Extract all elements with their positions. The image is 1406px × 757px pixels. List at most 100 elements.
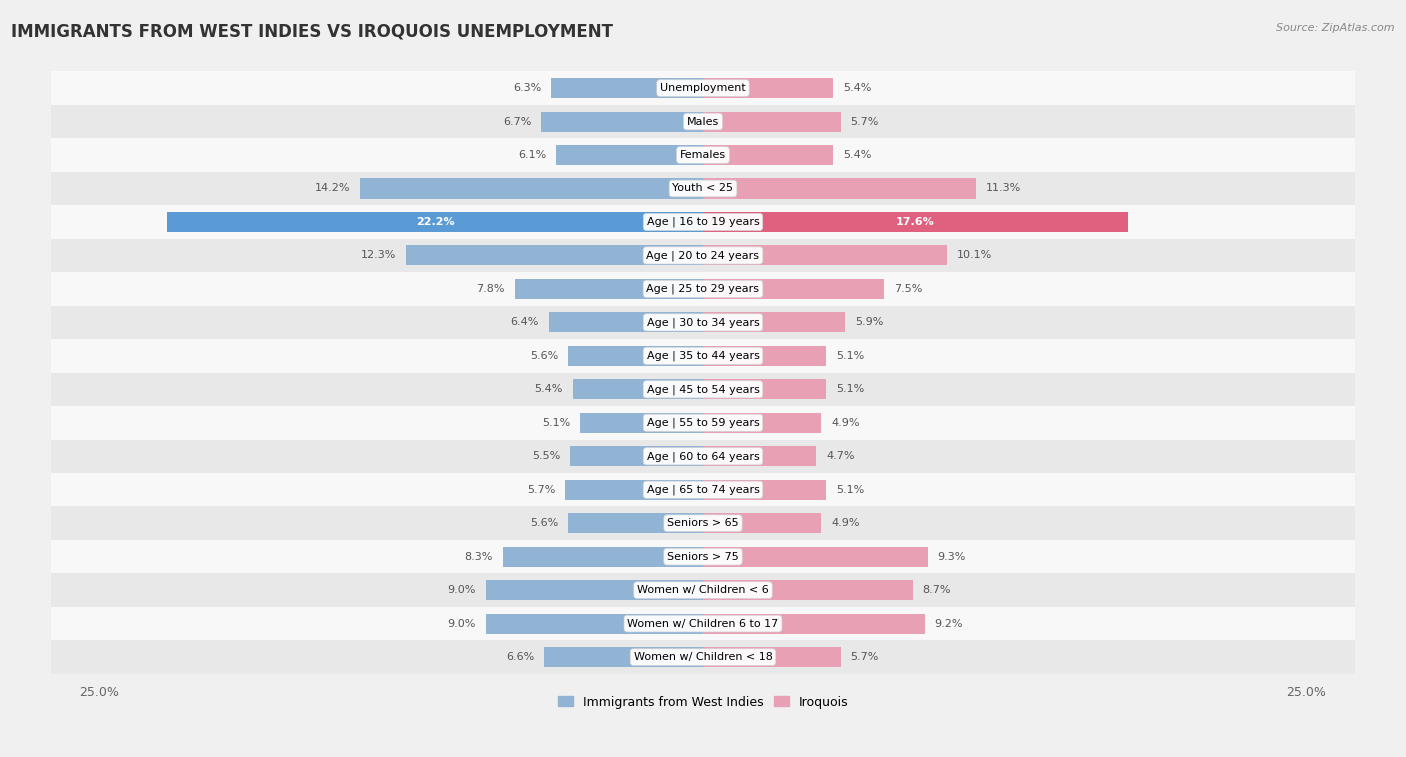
Bar: [51, 406, 1355, 440]
Bar: [51, 172, 1355, 205]
Legend: Immigrants from West Indies, Iroquois: Immigrants from West Indies, Iroquois: [553, 690, 853, 714]
Bar: [51, 372, 1355, 406]
Bar: [703, 647, 841, 667]
Bar: [555, 145, 703, 165]
Bar: [568, 513, 703, 533]
Bar: [703, 379, 827, 400]
Bar: [541, 111, 703, 132]
Bar: [703, 313, 845, 332]
Text: Age | 30 to 34 years: Age | 30 to 34 years: [647, 317, 759, 328]
Text: Source: ZipAtlas.com: Source: ZipAtlas.com: [1277, 23, 1395, 33]
Bar: [571, 446, 703, 466]
Bar: [579, 413, 703, 433]
Text: 5.6%: 5.6%: [530, 350, 558, 361]
Bar: [51, 506, 1355, 540]
Bar: [703, 580, 912, 600]
Bar: [51, 339, 1355, 372]
Text: 14.2%: 14.2%: [315, 183, 350, 194]
Text: Seniors > 75: Seniors > 75: [666, 552, 740, 562]
Text: 22.2%: 22.2%: [416, 217, 454, 227]
Text: Age | 25 to 29 years: Age | 25 to 29 years: [647, 284, 759, 294]
Bar: [703, 212, 1128, 232]
Text: 5.9%: 5.9%: [855, 317, 883, 327]
Bar: [568, 346, 703, 366]
Bar: [51, 273, 1355, 306]
Bar: [703, 614, 925, 634]
Bar: [703, 179, 976, 198]
Bar: [51, 139, 1355, 172]
Bar: [703, 279, 884, 299]
Text: 5.7%: 5.7%: [851, 117, 879, 126]
Bar: [565, 480, 703, 500]
Text: 5.1%: 5.1%: [835, 385, 865, 394]
Text: 7.8%: 7.8%: [477, 284, 505, 294]
Bar: [703, 413, 821, 433]
Text: 11.3%: 11.3%: [986, 183, 1021, 194]
Text: 5.4%: 5.4%: [534, 385, 562, 394]
Bar: [51, 540, 1355, 573]
Bar: [51, 306, 1355, 339]
Text: Age | 60 to 64 years: Age | 60 to 64 years: [647, 451, 759, 462]
Bar: [406, 245, 703, 266]
Text: 6.3%: 6.3%: [513, 83, 541, 93]
Bar: [551, 78, 703, 98]
Bar: [51, 607, 1355, 640]
Text: Women w/ Children < 18: Women w/ Children < 18: [634, 652, 772, 662]
Bar: [703, 245, 946, 266]
Text: 9.0%: 9.0%: [447, 585, 477, 595]
Text: Age | 55 to 59 years: Age | 55 to 59 years: [647, 418, 759, 428]
Text: 8.7%: 8.7%: [922, 585, 952, 595]
Text: 6.1%: 6.1%: [517, 150, 546, 160]
Bar: [548, 313, 703, 332]
Bar: [51, 205, 1355, 238]
Bar: [703, 111, 841, 132]
Bar: [703, 513, 821, 533]
Text: Males: Males: [688, 117, 718, 126]
Text: 6.7%: 6.7%: [503, 117, 531, 126]
Bar: [51, 640, 1355, 674]
Text: 5.1%: 5.1%: [835, 350, 865, 361]
Text: Age | 35 to 44 years: Age | 35 to 44 years: [647, 350, 759, 361]
Bar: [51, 71, 1355, 104]
Text: IMMIGRANTS FROM WEST INDIES VS IROQUOIS UNEMPLOYMENT: IMMIGRANTS FROM WEST INDIES VS IROQUOIS …: [11, 23, 613, 41]
Text: Age | 65 to 74 years: Age | 65 to 74 years: [647, 484, 759, 495]
Text: 4.9%: 4.9%: [831, 519, 859, 528]
Text: 6.4%: 6.4%: [510, 317, 538, 327]
Bar: [51, 440, 1355, 473]
Text: Age | 20 to 24 years: Age | 20 to 24 years: [647, 250, 759, 260]
Text: 8.3%: 8.3%: [464, 552, 494, 562]
Bar: [703, 446, 817, 466]
Text: Age | 16 to 19 years: Age | 16 to 19 years: [647, 217, 759, 227]
Text: Females: Females: [681, 150, 725, 160]
Text: Age | 45 to 54 years: Age | 45 to 54 years: [647, 384, 759, 394]
Text: 6.6%: 6.6%: [506, 652, 534, 662]
Text: 5.4%: 5.4%: [844, 83, 872, 93]
Bar: [51, 104, 1355, 139]
Bar: [51, 473, 1355, 506]
Text: Women w/ Children < 6: Women w/ Children < 6: [637, 585, 769, 595]
Text: 9.3%: 9.3%: [938, 552, 966, 562]
Text: 5.4%: 5.4%: [844, 150, 872, 160]
Text: 5.1%: 5.1%: [541, 418, 571, 428]
Bar: [167, 212, 703, 232]
Text: 7.5%: 7.5%: [894, 284, 922, 294]
Text: 9.0%: 9.0%: [447, 618, 477, 628]
Text: 5.1%: 5.1%: [835, 484, 865, 495]
Text: Unemployment: Unemployment: [661, 83, 745, 93]
Text: 5.7%: 5.7%: [527, 484, 555, 495]
Bar: [703, 78, 834, 98]
Bar: [703, 145, 834, 165]
Text: Youth < 25: Youth < 25: [672, 183, 734, 194]
Bar: [703, 346, 827, 366]
Text: 4.7%: 4.7%: [827, 451, 855, 461]
Bar: [51, 573, 1355, 607]
Bar: [51, 238, 1355, 273]
Bar: [360, 179, 703, 198]
Text: 5.7%: 5.7%: [851, 652, 879, 662]
Text: 12.3%: 12.3%: [361, 251, 396, 260]
Bar: [703, 480, 827, 500]
Text: Seniors > 65: Seniors > 65: [668, 519, 738, 528]
Text: 17.6%: 17.6%: [896, 217, 935, 227]
Text: 5.6%: 5.6%: [530, 519, 558, 528]
Bar: [515, 279, 703, 299]
